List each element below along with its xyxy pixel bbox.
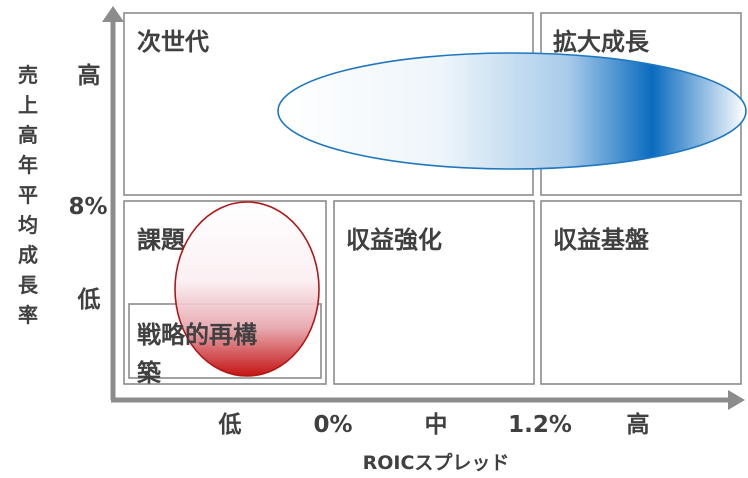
y-axis-title: 売 上 高 年 平 均 成 長 率	[18, 63, 39, 327]
x-tick-zero: 0%	[313, 412, 352, 438]
x-axis-title: ROICスプレッド	[363, 451, 510, 474]
growth-ellipse	[277, 52, 747, 170]
svg-text:長: 長	[18, 273, 39, 297]
label-issue: 課題	[137, 226, 186, 254]
svg-text:上: 上	[18, 93, 38, 117]
svg-text:売: 売	[18, 63, 38, 87]
y-tick-low: 低	[77, 287, 101, 313]
svg-text:成: 成	[18, 243, 38, 267]
x-tick-low: 低	[218, 412, 242, 438]
x-tick-high: 高	[627, 411, 650, 438]
svg-text:均: 均	[18, 213, 38, 237]
x-tick-threshold: 1.2%	[508, 412, 572, 438]
label-expansion-growth: 拡大成長	[553, 28, 650, 56]
cell-mid-right	[540, 200, 742, 385]
y-tick-threshold: 8%	[68, 194, 107, 220]
label-next-generation: 次世代	[137, 28, 209, 56]
label-profit-base: 収益基盤	[553, 226, 650, 254]
issue-ellipse	[174, 201, 320, 377]
y-tick-high: 高	[78, 62, 101, 89]
label-profit-strengthening: 収益強化	[346, 226, 442, 254]
svg-text:平: 平	[18, 183, 38, 207]
cell-mid-center	[333, 200, 535, 385]
label-strategic-restructuring: 戦略的再構 築	[136, 321, 265, 387]
cell-mid-left	[123, 200, 327, 385]
x-tick-mid: 中	[425, 412, 448, 438]
y-axis-arrow	[102, 6, 124, 22]
svg-text:率: 率	[18, 303, 38, 327]
svg-text:年: 年	[18, 153, 38, 177]
x-axis-arrow	[728, 390, 745, 410]
svg-text:高: 高	[18, 123, 38, 147]
